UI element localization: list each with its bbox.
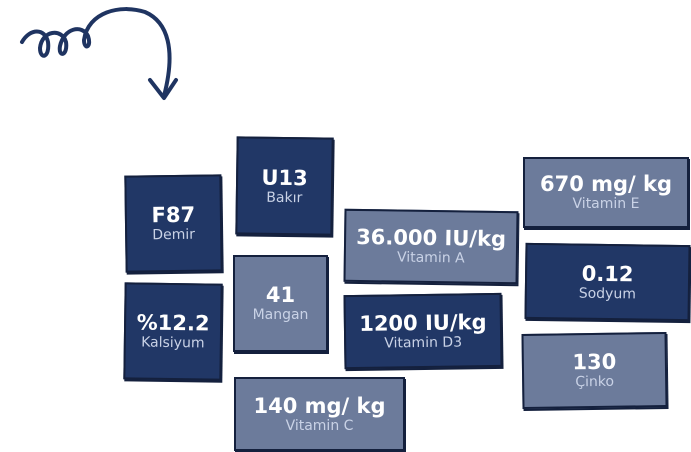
nutrient-label: Vitamin D3 [384,334,462,352]
nutrient-value: 0.12 [582,261,634,286]
nutrient-label: Kalsiyum [141,335,205,353]
nutrient-value: 1200 IU/kg [359,310,487,336]
nutrient-value: 36.000 IU/kg [356,225,506,251]
nutrient-value: F87 [151,203,195,228]
nutrient-label: Vitamin A [397,250,465,268]
curly-arrow [0,0,200,110]
nutrient-label: Çinko [575,374,614,391]
nutrient-value: U13 [261,165,308,190]
nutrient-label: Sodyum [579,285,636,303]
nutrient-label: Bakır [266,189,302,206]
nutrient-label: Demir [152,227,195,244]
nutrient-value: 41 [266,283,295,307]
nutrient-label: Vitamin E [573,196,640,213]
nutrient-value: 130 [572,350,616,375]
nutrient-value: %12.2 [137,311,210,336]
nutrient-label: Mangan [253,307,309,324]
nutrient-label: Vitamin C [286,418,354,435]
page: F87DemirU13Bakır41Mangan%12.2Kalsiyum36.… [0,0,691,452]
nutrient-value: 670 mg/ kg [540,172,672,196]
nutrient-value: 140 mg/ kg [253,394,385,418]
